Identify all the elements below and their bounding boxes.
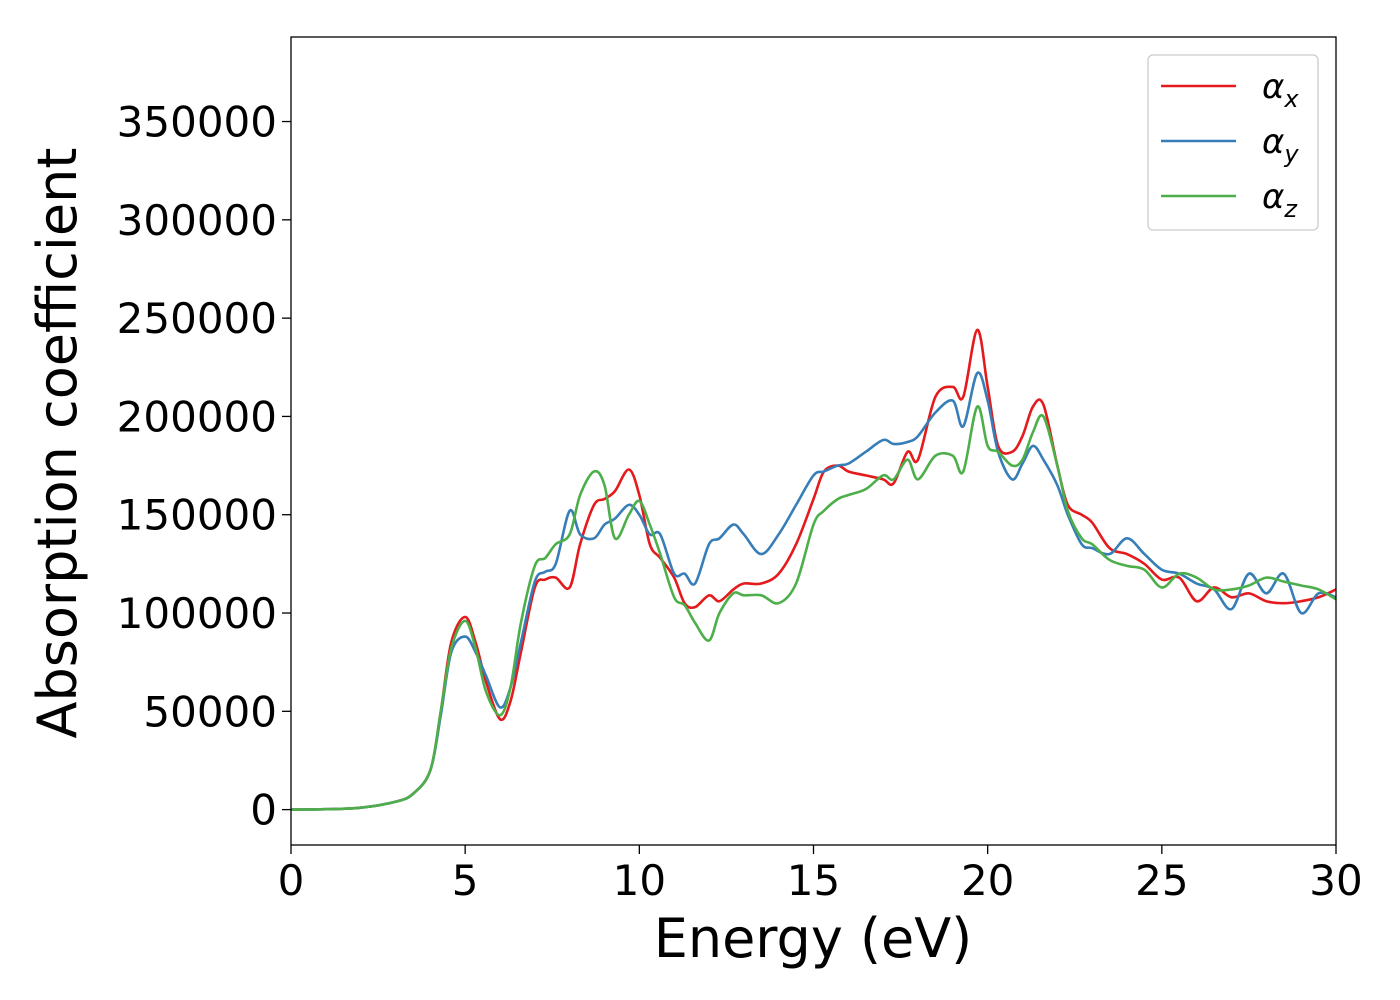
legend-subscript: z bbox=[1283, 195, 1298, 223]
x-axis-label: Energy (eV) bbox=[654, 907, 973, 970]
legend-box bbox=[1147, 54, 1319, 231]
x-tick-label: 0 bbox=[278, 856, 305, 905]
y-axis-label: Absorption coefficient bbox=[26, 148, 89, 739]
x-tick-label: 20 bbox=[961, 856, 1014, 905]
legend-alpha: α bbox=[1262, 177, 1284, 217]
legend-alpha: α bbox=[1262, 67, 1284, 107]
legend-label-y: αy bbox=[1262, 122, 1299, 168]
series-line-z bbox=[291, 405, 1336, 811]
legend-label-z: αz bbox=[1262, 177, 1298, 223]
x-tick-label: 10 bbox=[613, 856, 666, 905]
x-tick-label: 15 bbox=[787, 856, 840, 905]
x-tick-label: 5 bbox=[452, 856, 479, 905]
plot-layer bbox=[291, 328, 1336, 811]
y-tick-label: 150000 bbox=[117, 491, 277, 540]
x-tick-label: 25 bbox=[1135, 856, 1188, 905]
y-tick-label: 200000 bbox=[117, 392, 277, 441]
y-tick-label: 50000 bbox=[143, 687, 277, 736]
y-tick-label: 350000 bbox=[117, 98, 277, 147]
legend-label-x: αx bbox=[1262, 67, 1299, 113]
legend-subscript: x bbox=[1283, 85, 1299, 113]
axes-layer: 0 5 10 15 20 25 30 0 50000 100000 150000 200000 2500… bbox=[117, 36, 1363, 905]
legend-subscript: y bbox=[1283, 140, 1299, 168]
x-tick-label: 30 bbox=[1309, 856, 1362, 905]
y-tick-label: 300000 bbox=[117, 196, 277, 245]
series-line-x bbox=[291, 328, 1336, 811]
y-tick-label: 100000 bbox=[117, 589, 277, 638]
legend-alpha: α bbox=[1262, 122, 1284, 162]
y-tick-label: 0 bbox=[250, 786, 277, 835]
y-tick-label: 250000 bbox=[117, 294, 277, 343]
